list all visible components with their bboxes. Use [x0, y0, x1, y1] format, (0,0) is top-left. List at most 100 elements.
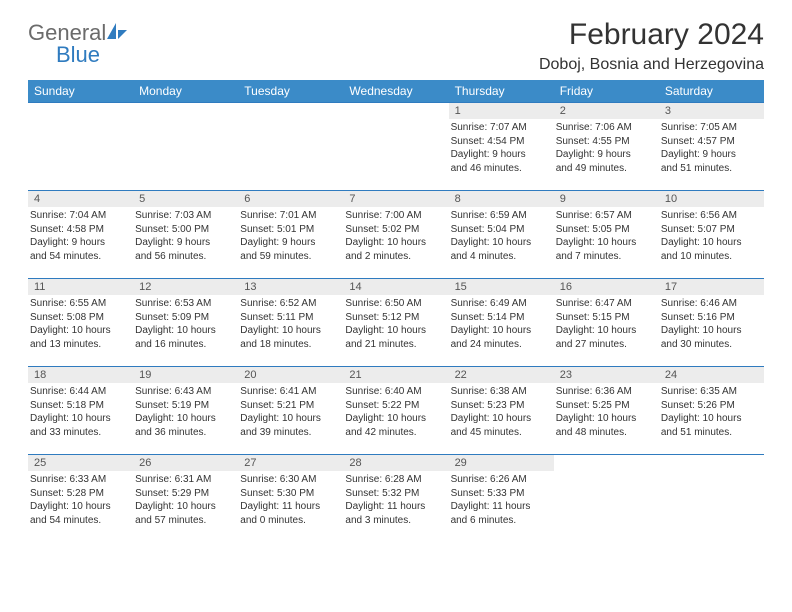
day-info-line: Sunset: 4:57 PM — [661, 135, 762, 149]
day-info-line: Daylight: 10 hours — [30, 412, 131, 426]
calendar-table: Sunday Monday Tuesday Wednesday Thursday… — [28, 80, 764, 543]
day-info-line: Sunrise: 6:30 AM — [240, 473, 341, 487]
calendar-day-cell: 12Sunrise: 6:53 AMSunset: 5:09 PMDayligh… — [133, 279, 238, 367]
day-info-line: Sunrise: 6:36 AM — [556, 385, 657, 399]
day-number: 16 — [554, 279, 659, 295]
logo: General Blue — [28, 18, 128, 66]
day-number: 10 — [659, 191, 764, 207]
day-info-line: Daylight: 11 hours — [240, 500, 341, 514]
day-info-line: Sunrise: 6:46 AM — [661, 297, 762, 311]
calendar-day-cell: 20Sunrise: 6:41 AMSunset: 5:21 PMDayligh… — [238, 367, 343, 455]
day-info-line: and 16 minutes. — [135, 338, 236, 352]
day-number: 22 — [449, 367, 554, 383]
calendar-day-cell: 2Sunrise: 7:06 AMSunset: 4:55 PMDaylight… — [554, 103, 659, 191]
day-info-line: and 45 minutes. — [451, 426, 552, 440]
day-info: Sunrise: 7:01 AMSunset: 5:01 PMDaylight:… — [238, 207, 343, 263]
day-info-line: and 51 minutes. — [661, 162, 762, 176]
day-info: Sunrise: 6:38 AMSunset: 5:23 PMDaylight:… — [449, 383, 554, 439]
day-info: Sunrise: 6:56 AMSunset: 5:07 PMDaylight:… — [659, 207, 764, 263]
day-info-line: and 10 minutes. — [661, 250, 762, 264]
calendar-day-cell: 24Sunrise: 6:35 AMSunset: 5:26 PMDayligh… — [659, 367, 764, 455]
day-info-line: Sunset: 4:54 PM — [451, 135, 552, 149]
day-info: Sunrise: 6:40 AMSunset: 5:22 PMDaylight:… — [343, 383, 448, 439]
day-info: Sunrise: 6:36 AMSunset: 5:25 PMDaylight:… — [554, 383, 659, 439]
day-number: 8 — [449, 191, 554, 207]
day-info-line: Daylight: 10 hours — [451, 412, 552, 426]
day-info-line: Sunset: 5:02 PM — [345, 223, 446, 237]
calendar-day-cell: 26Sunrise: 6:31 AMSunset: 5:29 PMDayligh… — [133, 455, 238, 543]
day-info-line: and 36 minutes. — [135, 426, 236, 440]
day-info-line: Sunrise: 7:03 AM — [135, 209, 236, 223]
calendar-week-row: 18Sunrise: 6:44 AMSunset: 5:18 PMDayligh… — [28, 367, 764, 455]
day-info-line: Sunset: 5:23 PM — [451, 399, 552, 413]
day-number: 1 — [449, 103, 554, 119]
calendar-day-cell: 1Sunrise: 7:07 AMSunset: 4:54 PMDaylight… — [449, 103, 554, 191]
day-number: 13 — [238, 279, 343, 295]
day-info-line: Sunrise: 6:57 AM — [556, 209, 657, 223]
day-info: Sunrise: 6:35 AMSunset: 5:26 PMDaylight:… — [659, 383, 764, 439]
day-info-line: and 39 minutes. — [240, 426, 341, 440]
calendar-day-cell: 27Sunrise: 6:30 AMSunset: 5:30 PMDayligh… — [238, 455, 343, 543]
day-info-line: Sunset: 5:19 PM — [135, 399, 236, 413]
calendar-day-cell: 3Sunrise: 7:05 AMSunset: 4:57 PMDaylight… — [659, 103, 764, 191]
day-info-line: Sunrise: 6:26 AM — [451, 473, 552, 487]
day-info-line: and 59 minutes. — [240, 250, 341, 264]
day-number: 18 — [28, 367, 133, 383]
day-info-line: Sunrise: 7:00 AM — [345, 209, 446, 223]
day-info-line: Daylight: 10 hours — [345, 324, 446, 338]
day-info-line: and 0 minutes. — [240, 514, 341, 528]
day-info-line: Daylight: 9 hours — [451, 148, 552, 162]
weekday-header: Saturday — [659, 80, 764, 103]
day-info: Sunrise: 7:00 AMSunset: 5:02 PMDaylight:… — [343, 207, 448, 263]
calendar-day-cell: 17Sunrise: 6:46 AMSunset: 5:16 PMDayligh… — [659, 279, 764, 367]
day-info-line: and 24 minutes. — [451, 338, 552, 352]
day-info: Sunrise: 6:30 AMSunset: 5:30 PMDaylight:… — [238, 471, 343, 527]
day-info-line: Sunset: 5:07 PM — [661, 223, 762, 237]
calendar-day-cell: 25Sunrise: 6:33 AMSunset: 5:28 PMDayligh… — [28, 455, 133, 543]
day-info-line: Sunset: 5:21 PM — [240, 399, 341, 413]
day-info: Sunrise: 6:55 AMSunset: 5:08 PMDaylight:… — [28, 295, 133, 351]
day-info-line: Daylight: 11 hours — [451, 500, 552, 514]
sail-icon — [106, 22, 128, 43]
day-number: 6 — [238, 191, 343, 207]
calendar-day-cell — [343, 103, 448, 191]
day-info-line: and 2 minutes. — [345, 250, 446, 264]
day-info-line: Daylight: 10 hours — [345, 236, 446, 250]
calendar-week-row: 11Sunrise: 6:55 AMSunset: 5:08 PMDayligh… — [28, 279, 764, 367]
day-number: 4 — [28, 191, 133, 207]
day-info-line: Daylight: 10 hours — [451, 324, 552, 338]
calendar-day-cell: 19Sunrise: 6:43 AMSunset: 5:19 PMDayligh… — [133, 367, 238, 455]
weekday-header: Friday — [554, 80, 659, 103]
calendar-day-cell — [238, 103, 343, 191]
day-info: Sunrise: 6:26 AMSunset: 5:33 PMDaylight:… — [449, 471, 554, 527]
calendar-day-cell: 13Sunrise: 6:52 AMSunset: 5:11 PMDayligh… — [238, 279, 343, 367]
day-info-line: Sunrise: 6:53 AM — [135, 297, 236, 311]
calendar-day-cell: 23Sunrise: 6:36 AMSunset: 5:25 PMDayligh… — [554, 367, 659, 455]
day-info-line: Sunrise: 6:40 AM — [345, 385, 446, 399]
calendar-day-cell: 10Sunrise: 6:56 AMSunset: 5:07 PMDayligh… — [659, 191, 764, 279]
calendar-day-cell: 9Sunrise: 6:57 AMSunset: 5:05 PMDaylight… — [554, 191, 659, 279]
day-info-line: and 30 minutes. — [661, 338, 762, 352]
day-info-line: Daylight: 10 hours — [661, 324, 762, 338]
day-info-line: Sunset: 5:28 PM — [30, 487, 131, 501]
calendar-day-cell: 22Sunrise: 6:38 AMSunset: 5:23 PMDayligh… — [449, 367, 554, 455]
day-info-line: Sunrise: 6:47 AM — [556, 297, 657, 311]
day-number: 12 — [133, 279, 238, 295]
day-info-line: Daylight: 10 hours — [661, 412, 762, 426]
day-info: Sunrise: 7:03 AMSunset: 5:00 PMDaylight:… — [133, 207, 238, 263]
calendar-day-cell: 8Sunrise: 6:59 AMSunset: 5:04 PMDaylight… — [449, 191, 554, 279]
day-info-line: and 42 minutes. — [345, 426, 446, 440]
day-info-line: Sunset: 5:15 PM — [556, 311, 657, 325]
day-info-line: Sunrise: 6:31 AM — [135, 473, 236, 487]
calendar-day-cell — [659, 455, 764, 543]
day-info-line: Daylight: 10 hours — [135, 412, 236, 426]
day-info-line: Daylight: 10 hours — [135, 500, 236, 514]
day-info-line: and 33 minutes. — [30, 426, 131, 440]
calendar-day-cell: 29Sunrise: 6:26 AMSunset: 5:33 PMDayligh… — [449, 455, 554, 543]
day-info-line: and 27 minutes. — [556, 338, 657, 352]
day-info-line: Daylight: 10 hours — [556, 324, 657, 338]
day-info-line: Sunset: 5:14 PM — [451, 311, 552, 325]
day-number: 9 — [554, 191, 659, 207]
day-info-line: Sunrise: 6:56 AM — [661, 209, 762, 223]
day-info-line: Sunset: 5:08 PM — [30, 311, 131, 325]
